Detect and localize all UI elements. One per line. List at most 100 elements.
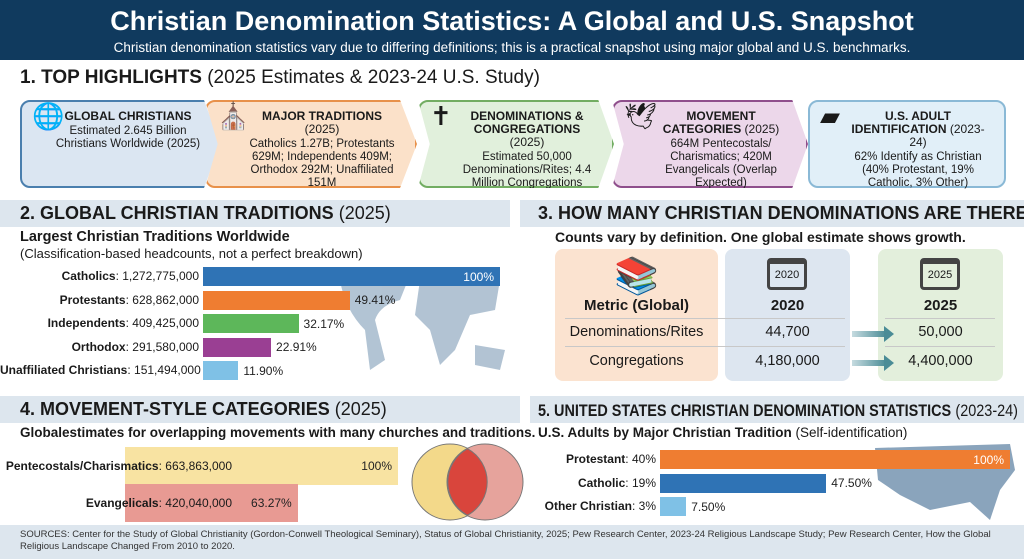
table-header: 2020 (770, 297, 805, 314)
arrow-right-icon (852, 326, 894, 342)
bar (203, 267, 500, 286)
card-body: MAJOR TRADITIONS (2025) Catholics 1.27B; … (247, 109, 397, 189)
card-title: GLOBAL CHRISTIANS (52, 110, 204, 123)
dove-flame-icon: 🕊 (624, 101, 658, 131)
bar (660, 450, 1010, 469)
percent-label: 100% (973, 452, 1004, 467)
card-text: Catholics 1.27B; Protestants 629M; Indep… (249, 138, 395, 189)
bar (203, 361, 239, 380)
card-title: MOVEMENT CATEGORIES (2025) (654, 110, 788, 136)
section-title-text: 2. GLOBAL CHRISTIAN TRADITIONS (20, 203, 334, 223)
bar (203, 290, 350, 310)
value-2020-cell: 44,700 (765, 324, 810, 340)
percent-label: 22.91% (276, 340, 317, 354)
highlight-card: ✝ DENOMINATIONS & CONGREGATIONS (2025) Est… (418, 100, 614, 188)
card-title-text: GLOBAL CHRISTIANS (64, 109, 192, 123)
highlight-card: ⛪ MAJOR TRADITIONS (2025) Catholics 1.27B;… (205, 100, 417, 188)
bar-label: Unaffiliated Christians: 151,494,000 (0, 363, 201, 377)
bible-icon: ✝ (430, 101, 452, 131)
value-label: 420,040,000 (165, 495, 232, 510)
card-text: 664M Pentecostals/ Charismatics; 420M Ev… (665, 138, 777, 189)
section-title-note: (2025) (338, 203, 391, 223)
venn-overlap (447, 448, 488, 516)
divider (565, 318, 845, 319)
card-title-note: (2025) (744, 122, 780, 136)
bar-label: Orthodox: 291,580,000 (71, 339, 199, 354)
table-header: 2025 (923, 297, 958, 314)
card-body: U.S. ADULT IDENTIFICATION (2023-24) 62% I… (850, 110, 986, 190)
page-title: Christian Denomination Statistics: A Glo… (110, 6, 914, 36)
card-body: MOVEMENT CATEGORIES (2025) 664M Pentecost… (654, 110, 788, 189)
chart-note: (Classification-based headcounts, not a … (20, 246, 363, 261)
card-title: U.S. ADULT IDENTIFICATION (2023-24) (850, 110, 986, 149)
percent-label: 100% (463, 269, 494, 284)
category-label: Protestants (59, 292, 126, 307)
percent-label: 7.50% (691, 499, 726, 514)
category-label: Catholics (61, 269, 116, 283)
calendar-2025-icon: 2025 (920, 258, 960, 290)
card-text: Estimated 50,000 Denominations/Rites; 4.… (462, 151, 592, 202)
table-header: Metric (Global) (583, 297, 689, 314)
value-label: 291,580,000 (132, 339, 199, 354)
value-2025-cell: 4,400,000 (908, 353, 973, 369)
bar-label: Catholic: 19% (577, 475, 656, 490)
value-label: 663,863,000 (165, 458, 232, 473)
card-text: 62% Identify as Christian (40% Protestan… (854, 151, 982, 189)
highlight-card: ▰ U.S. ADULT IDENTIFICATION (2023-24) 62% … (808, 100, 1006, 190)
percent-label: 63.27% (251, 496, 292, 510)
section-5-title-text: 5. UNITED STATES CHRISTIAN DENOMINATION … (538, 401, 1018, 420)
subtitle-note: (Self-identification) (795, 425, 908, 440)
section-title-text: 1. TOP HIGHLIGHTS (20, 67, 202, 88)
value-label: 19% (631, 475, 656, 490)
section-title-note: (2023-24) (955, 401, 1018, 420)
value-2025-cell: 50,000 (918, 324, 963, 340)
divider (885, 318, 995, 319)
percent-label: 11.90% (243, 363, 284, 378)
metric-cell: Denominations/Rites (569, 324, 704, 340)
section-2-title: 2. GLOBAL CHRISTIAN TRADITIONS (2025) (0, 200, 510, 227)
section-title-text: 5. UNITED STATES CHRISTIAN DENOMINATION … (538, 401, 951, 420)
year-2025-column (878, 249, 1003, 381)
section-1-title: 1. TOP HIGHLIGHTS (2025 Estimates & 2023… (20, 67, 540, 89)
page-subtitle: Christian denomination statistics vary d… (113, 40, 911, 55)
church-icon: ⛪ (217, 101, 250, 131)
category-label: Other Christian (544, 499, 632, 513)
percent-label: 49.41% (354, 293, 396, 307)
bar-label: Pentecostals/Charismatics: 663,863,000 (5, 458, 232, 473)
section-title-note: (2025) (334, 399, 387, 419)
calendar-2020-icon: 2020 (767, 258, 807, 290)
value-label: 3% (638, 499, 656, 513)
category-label: Orthodox (71, 339, 126, 354)
bar (660, 497, 687, 516)
bar (125, 484, 298, 522)
percent-label: 100% (361, 459, 392, 473)
card-title-text: MAJOR TRADITIONS (262, 109, 382, 123)
value-label: 151,494,000 (134, 363, 201, 377)
category-label: Pentecostals/Charismatics (5, 458, 159, 473)
card-title-text: MOVEMENT CATEGORIES (662, 109, 756, 136)
header: Christian Denomination Statistics: A Glo… (0, 0, 1024, 60)
section-3-subtitle: Counts vary by definition. One global es… (555, 229, 966, 245)
bar-label: Independents: 409,425,000 (47, 316, 199, 330)
metric-cell: Congregations (589, 353, 684, 369)
section-5-title: 5. UNITED STATES CHRISTIAN DENOMINATION … (530, 396, 1024, 423)
bar (125, 447, 398, 485)
bar-label: Catholics: 1,272,775,000 (61, 269, 199, 283)
section-5-title-svg: 5. UNITED STATES CHRISTIAN DENOMINATION … (538, 401, 1018, 420)
percent-label: 32.17% (303, 316, 345, 331)
card-title: DENOMINATIONS & CONGREGATIONS (2025) (460, 110, 594, 149)
subtitle-text: U.S. Adults by Major Christian Tradition (538, 425, 792, 440)
world-map-icon (340, 271, 505, 370)
card-body: DENOMINATIONS & CONGREGATIONS (2025) Esti… (460, 110, 594, 202)
arrow-right-icon (852, 355, 894, 371)
section-5-subtitle: U.S. Adults by Major Christian Tradition… (538, 425, 907, 440)
card-title-note: (2025) (304, 122, 340, 136)
section-4-subtitle: Globalestimates for overlapping movement… (20, 425, 536, 440)
section-title-text: 4. MOVEMENT-STYLE CATEGORIES (20, 399, 330, 419)
card-title-note: (2025) (509, 135, 545, 149)
metric-column (555, 249, 718, 381)
divider (885, 346, 995, 347)
bar (203, 337, 272, 357)
card-title-text: U.S. ADULT IDENTIFICATION (851, 109, 951, 136)
category-label: Catholic (577, 475, 626, 490)
